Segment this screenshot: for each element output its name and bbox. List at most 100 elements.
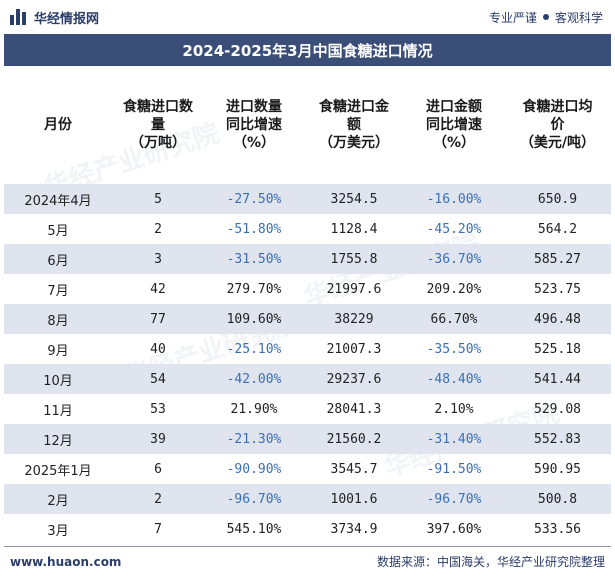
cell-amt: 1755.8 bbox=[304, 244, 404, 274]
cell-amt: 38229 bbox=[304, 304, 404, 334]
col-header-price: 食糖进口均价（美元/吨） bbox=[519, 99, 596, 151]
cell-qty-yoy: 545.10% bbox=[226, 521, 282, 537]
cell-qty: 40 bbox=[150, 341, 166, 357]
cell-month: 9月 bbox=[47, 343, 69, 359]
table-row: 12月 39 -21.30% 21560.2 -31.40% 552.83 bbox=[4, 424, 611, 454]
table-title: 2024-2025年3月中国食糖进口情况 bbox=[4, 34, 611, 66]
cell-price: 552.83 bbox=[504, 424, 611, 454]
cell-amt: 28041.3 bbox=[326, 401, 382, 417]
cell-qty: 2 bbox=[154, 221, 162, 237]
cell-price: 523.75 bbox=[534, 281, 581, 297]
cell-amt: 3545.7 bbox=[330, 461, 378, 477]
cell-amt-yoy: 2.10% bbox=[434, 401, 474, 417]
col-header-amt-yoy: 进口金额 同比增速 （%） bbox=[426, 99, 482, 151]
cell-amt-yoy: -96.70% bbox=[404, 484, 504, 514]
cell-month: 7月 bbox=[47, 283, 69, 299]
table-row: 5月 2 -51.80% 1128.4 -45.20% 564.2 bbox=[4, 214, 611, 244]
huajing-logo-icon bbox=[10, 9, 28, 25]
table-row: 7月 42 279.70% 21997.6 209.20% 523.75 bbox=[4, 274, 611, 304]
cell-month: 2025年1月 bbox=[24, 463, 92, 479]
footer-source: 数据来源：中国海关，华经产业研究院整理 bbox=[376, 555, 605, 569]
cell-amt: 1128.4 bbox=[330, 221, 378, 237]
bullet-dot-icon bbox=[542, 14, 549, 20]
sugar-import-table: 月份 食糖进口数量（万吨） 进口数量 同比增速 （%） 食糖进口金额（万美元） 进口… bbox=[4, 66, 611, 544]
cell-month: 3月 bbox=[47, 523, 69, 539]
cell-price: 590.95 bbox=[534, 461, 581, 477]
brand[interactable]: 华经情报网 bbox=[10, 8, 99, 27]
cell-amt-yoy: -48.40% bbox=[404, 364, 504, 394]
cell-amt: 1001.6 bbox=[304, 484, 404, 514]
cell-qty: 6 bbox=[154, 461, 162, 477]
footer: www.huaon.com 数据来源：中国海关，华经产业研究院整理 bbox=[4, 546, 611, 576]
cell-qty: 5 bbox=[112, 184, 204, 214]
cell-qty: 54 bbox=[112, 364, 204, 394]
brand-name: 华经情报网 bbox=[34, 11, 100, 27]
cell-amt-yoy: -16.00% bbox=[404, 184, 504, 214]
cell-qty-yoy: -96.70% bbox=[204, 484, 304, 514]
table-row: 10月 54 -42.00% 29237.6 -48.40% 541.44 bbox=[4, 364, 611, 394]
cell-qty-yoy: -51.80% bbox=[226, 221, 282, 237]
cell-qty-yoy: 21.90% bbox=[230, 401, 278, 417]
cell-month: 8月 bbox=[4, 304, 112, 334]
cell-amt-yoy: 66.70% bbox=[404, 304, 504, 334]
cell-amt: 29237.6 bbox=[304, 364, 404, 394]
col-header-qty-yoy: 进口数量 同比增速 （%） bbox=[226, 99, 282, 151]
table-row: 3月 7 545.10% 3734.9 397.60% 533.56 bbox=[4, 514, 611, 544]
cell-qty-yoy: 109.60% bbox=[204, 304, 304, 334]
table-row: 9月 40 -25.10% 21007.3 -35.50% 525.18 bbox=[4, 334, 611, 364]
cell-qty: 42 bbox=[150, 281, 166, 297]
cell-month: 5月 bbox=[47, 223, 69, 239]
cell-amt-yoy: -36.70% bbox=[404, 244, 504, 274]
cell-month: 2月 bbox=[4, 484, 112, 514]
col-header-qty: 食糖进口数量（万吨） bbox=[123, 99, 193, 151]
cell-amt: 3734.9 bbox=[330, 521, 378, 537]
cell-month: 12月 bbox=[4, 424, 112, 454]
cell-price: 533.56 bbox=[534, 521, 581, 537]
cell-qty-yoy: -21.30% bbox=[204, 424, 304, 454]
col-header-month: 月份 bbox=[44, 117, 72, 133]
cell-amt-yoy: -31.40% bbox=[404, 424, 504, 454]
cell-qty-yoy: -31.50% bbox=[204, 244, 304, 274]
cell-amt: 21007.3 bbox=[326, 341, 382, 357]
slogan-left: 专业严谨 bbox=[488, 10, 537, 25]
table-row: 11月 53 21.90% 28041.3 2.10% 529.08 bbox=[4, 394, 611, 424]
cell-price: 525.18 bbox=[534, 341, 581, 357]
cell-price: 529.08 bbox=[534, 401, 581, 417]
cell-qty-yoy: -90.90% bbox=[226, 461, 282, 477]
cell-qty: 3 bbox=[112, 244, 204, 274]
cell-amt-yoy: -45.20% bbox=[426, 221, 482, 237]
slogan-right: 客观科学 bbox=[554, 10, 603, 25]
cell-amt: 21560.2 bbox=[304, 424, 404, 454]
cell-qty: 2 bbox=[112, 484, 204, 514]
cell-qty: 7 bbox=[154, 521, 162, 537]
table-row: 2月 2 -96.70% 1001.6 -96.70% 500.8 bbox=[4, 484, 611, 514]
cell-qty-yoy: -27.50% bbox=[204, 184, 304, 214]
top-bar: 华经情报网 专业严谨 客观科学 bbox=[0, 0, 615, 34]
col-header-amt: 食糖进口金额（万美元） bbox=[319, 99, 389, 151]
cell-price: 650.9 bbox=[504, 184, 611, 214]
cell-amt-yoy: 397.60% bbox=[426, 521, 482, 537]
table-row: 2024年4月 5 -27.50% 3254.5 -16.00% 650.9 bbox=[4, 184, 611, 214]
cell-qty: 77 bbox=[112, 304, 204, 334]
table-row: 2025年1月 6 -90.90% 3545.7 -91.50% 590.95 bbox=[4, 454, 611, 484]
table-header-row: 月份 食糖进口数量（万吨） 进口数量 同比增速 （%） 食糖进口金额（万美元） 进口… bbox=[4, 66, 611, 184]
footer-url[interactable]: www.huaon.com bbox=[10, 554, 122, 569]
cell-price: 541.44 bbox=[504, 364, 611, 394]
table-row: 6月 3 -31.50% 1755.8 -36.70% 585.27 bbox=[4, 244, 611, 274]
cell-qty-yoy: -25.10% bbox=[226, 341, 282, 357]
slogan: 专业严谨 客观科学 bbox=[489, 9, 603, 26]
cell-price: 564.2 bbox=[537, 221, 578, 237]
cell-price: 585.27 bbox=[504, 244, 611, 274]
cell-qty-yoy: -42.00% bbox=[204, 364, 304, 394]
cell-amt: 3254.5 bbox=[304, 184, 404, 214]
cell-amt-yoy: 209.20% bbox=[426, 281, 482, 297]
cell-qty: 53 bbox=[150, 401, 166, 417]
cell-qty: 39 bbox=[112, 424, 204, 454]
cell-month: 6月 bbox=[4, 244, 112, 274]
cell-amt-yoy: -35.50% bbox=[426, 341, 482, 357]
cell-qty-yoy: 279.70% bbox=[226, 281, 282, 297]
cell-month: 10月 bbox=[4, 364, 112, 394]
cell-month: 11月 bbox=[43, 403, 73, 419]
table-row: 8月 77 109.60% 38229 66.70% 496.48 bbox=[4, 304, 611, 334]
cell-month: 2024年4月 bbox=[4, 184, 112, 214]
